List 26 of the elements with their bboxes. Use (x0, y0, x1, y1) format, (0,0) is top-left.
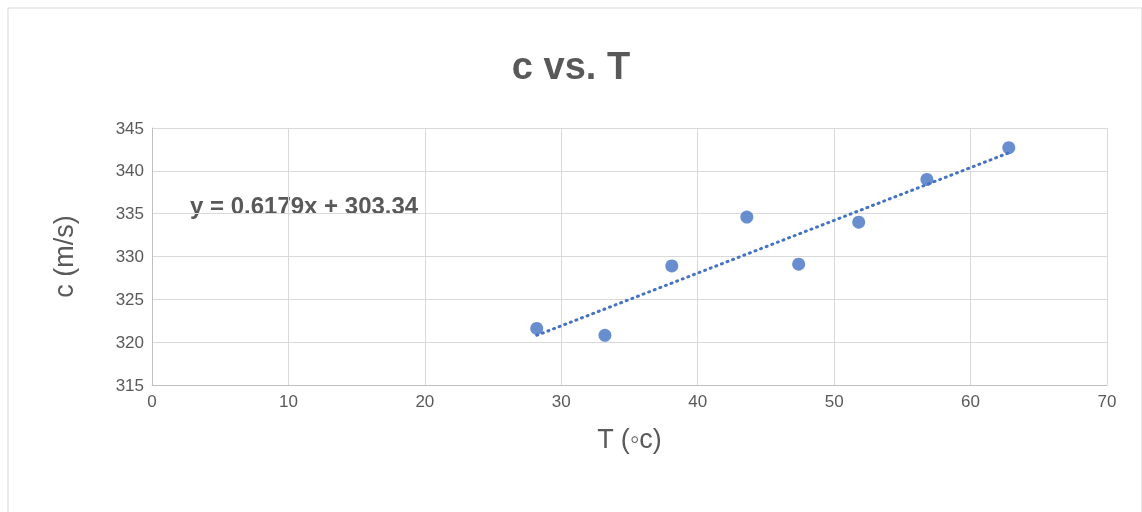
y-tick-label: 330 (115, 247, 144, 266)
y-tick-label: 345 (115, 118, 144, 138)
y-tick-label: 315 (115, 375, 144, 395)
point (1002, 141, 1016, 155)
x-axis-title: T (◦c) (597, 423, 662, 454)
y-axis-title: c (m/s) (48, 215, 79, 298)
x-tick-label: 20 (415, 392, 435, 411)
point (920, 172, 934, 186)
x-tick-label: 10 (278, 392, 298, 411)
y-tick-label: 325 (115, 289, 144, 309)
x-tick-label: 40 (688, 392, 708, 411)
x-tick-label: 50 (824, 392, 844, 411)
point (530, 321, 544, 335)
x-tick-label: 60 (961, 392, 981, 411)
point (740, 210, 754, 224)
chart-title: c vs. T (511, 45, 631, 87)
x-tick-label: 0 (147, 392, 157, 411)
point (852, 215, 866, 229)
point (598, 328, 612, 342)
point (792, 257, 806, 271)
y-tick-label: 320 (115, 332, 144, 352)
y-tick-label: 335 (115, 204, 144, 224)
y-tick-label: 340 (115, 161, 144, 181)
point (665, 259, 679, 273)
x-tick-label: 30 (551, 392, 571, 411)
x-tick-label: 70 (1097, 392, 1117, 411)
